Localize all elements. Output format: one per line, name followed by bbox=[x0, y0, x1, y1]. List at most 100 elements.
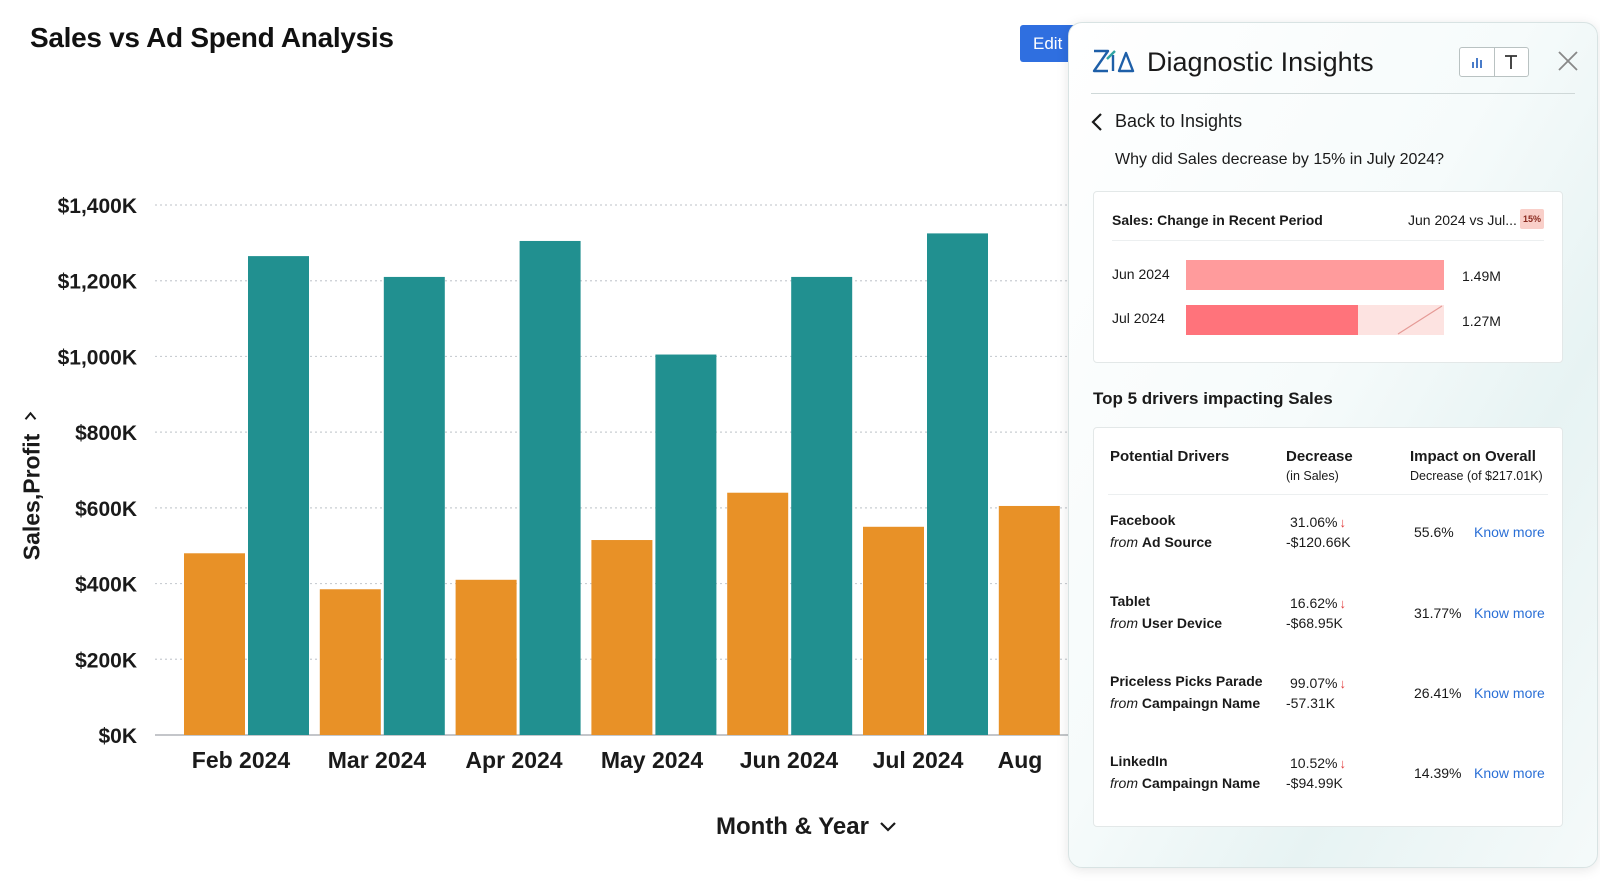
x-axis-title-text: Month & Year bbox=[716, 813, 869, 840]
decrease-percent: 10.52% ↓ bbox=[1290, 755, 1346, 771]
bar-profit-jul-2024[interactable] bbox=[863, 526, 924, 735]
know-more-link[interactable]: Know more bbox=[1474, 605, 1545, 621]
x-tick-label: Feb 2024 bbox=[192, 747, 291, 773]
decrease-percent: 31.06% ↓ bbox=[1290, 514, 1346, 530]
jul-bar bbox=[1186, 305, 1444, 335]
from-word: from bbox=[1110, 695, 1138, 711]
table-row: Tablet from User Device 16.62% ↓ -$68.95K 31.… bbox=[1094, 593, 1562, 653]
from-word: from bbox=[1110, 534, 1138, 550]
impact-percent: 26.41% bbox=[1414, 685, 1462, 701]
decrease-amount: -57.31K bbox=[1286, 695, 1336, 711]
text-view-button[interactable] bbox=[1493, 48, 1529, 76]
driver-source-name: Campaingn Name bbox=[1141, 695, 1261, 711]
decrease-percent-text: 31.06% bbox=[1290, 514, 1338, 530]
jul-bar-value: 1.27M bbox=[1462, 313, 1501, 329]
jun-bar bbox=[1186, 260, 1444, 290]
table-row: Priceless Picks Parade from Campaingn Nam… bbox=[1094, 673, 1562, 733]
bar-chart-icon bbox=[1471, 58, 1482, 68]
table-row: Facebook from Ad Source 31.06% ↓ -$120.66K 55… bbox=[1094, 512, 1562, 572]
jun-bar-label: Jun 2024 bbox=[1112, 266, 1170, 282]
x-tick-label: Apr 2024 bbox=[465, 747, 562, 773]
chevron-left-icon bbox=[1091, 112, 1102, 131]
bar-profit-mar-2024[interactable] bbox=[319, 589, 381, 735]
driver-source-name: Campaingn Name bbox=[1141, 775, 1261, 791]
bar-sales-may-2024[interactable] bbox=[655, 354, 717, 735]
y-tick-label: $800K bbox=[75, 422, 137, 445]
chart-view-button[interactable] bbox=[1460, 48, 1494, 76]
bar-sales-jun-2024[interactable] bbox=[791, 276, 853, 735]
decrease-percent: 99.07% ↓ bbox=[1290, 675, 1346, 691]
panel-title: Diagnostic Insights bbox=[1147, 47, 1374, 77]
driver-name: Tablet bbox=[1110, 593, 1151, 609]
impact-percent: 55.6% bbox=[1414, 524, 1454, 540]
decrease-amount: -$94.99K bbox=[1286, 775, 1343, 791]
know-more-link[interactable]: Know more bbox=[1474, 524, 1545, 540]
decrease-percent: 16.62% ↓ bbox=[1290, 595, 1346, 611]
change-badge: 15% bbox=[1520, 209, 1544, 229]
driver-source-name: User Device bbox=[1141, 615, 1223, 631]
y-tick-label: $1,000K bbox=[58, 346, 137, 369]
col-header-decrease: Decrease (in Sales) bbox=[1286, 448, 1353, 483]
driver-source: from Campaingn Name bbox=[1110, 695, 1260, 711]
arrow-down-icon: ↓ bbox=[1339, 515, 1346, 530]
decrease-percent-text: 16.62% bbox=[1290, 595, 1338, 611]
driver-name: Facebook bbox=[1110, 512, 1176, 528]
col-header-impact: Impact on Overall Decrease (of $217.01K) bbox=[1410, 448, 1543, 483]
back-label: Back to Insights bbox=[1115, 111, 1243, 131]
arrow-down-icon: ↓ bbox=[1339, 596, 1346, 611]
from-word: from bbox=[1110, 775, 1138, 791]
x-tick-label: Jun 2024 bbox=[740, 747, 839, 773]
arrow-down-icon: ↓ bbox=[1339, 676, 1346, 691]
from-word: from bbox=[1110, 615, 1138, 631]
jul-bar-fill bbox=[1186, 305, 1358, 335]
col-header-drivers-text: Potential Drivers bbox=[1110, 448, 1230, 465]
col-header-drivers: Potential Drivers bbox=[1110, 448, 1229, 465]
view-toggle bbox=[1459, 47, 1529, 77]
change-card-period: Jun 2024 vs Jul... bbox=[1408, 212, 1517, 228]
close-icon bbox=[1558, 51, 1578, 71]
bar-profit-may-2024[interactable] bbox=[591, 540, 653, 735]
bar-sales-mar-2024[interactable] bbox=[383, 276, 445, 735]
driver-name: Priceless Picks Parade bbox=[1110, 673, 1263, 689]
bar-profit-aug[interactable] bbox=[998, 505, 1060, 735]
y-tick-label: $1,200K bbox=[58, 271, 137, 294]
x-tick-label: Aug bbox=[998, 747, 1043, 773]
chevron-down-icon bbox=[879, 813, 897, 841]
bar-profit-feb-2024[interactable] bbox=[184, 553, 245, 735]
bar-profit-apr-2024[interactable] bbox=[455, 579, 517, 735]
x-tick-label: Jul 2024 bbox=[873, 747, 964, 773]
driver-source: from Campaingn Name bbox=[1110, 775, 1260, 791]
decrease-amount: -$68.95K bbox=[1286, 615, 1343, 631]
know-more-link[interactable]: Know more bbox=[1474, 765, 1545, 781]
decrease-percent-text: 10.52% bbox=[1290, 755, 1338, 771]
bar-sales-feb-2024[interactable] bbox=[248, 256, 309, 735]
driver-source-name: Ad Source bbox=[1141, 534, 1212, 550]
decrease-percent-text: 99.07% bbox=[1290, 675, 1338, 691]
chevron-right-icon bbox=[22, 410, 43, 424]
divider bbox=[1108, 494, 1548, 495]
sales-change-card: Sales: Change in Recent Period Jun 2024 … bbox=[1093, 191, 1563, 363]
drivers-table: Potential Drivers Decrease (in Sales) Im… bbox=[1093, 427, 1563, 827]
jun-bar-value: 1.49M bbox=[1462, 268, 1501, 284]
y-axis-title-text: Sales,Profit bbox=[18, 433, 45, 561]
change-card-title: Sales: Change in Recent Period bbox=[1112, 212, 1323, 228]
y-axis-title[interactable]: Sales,Profit bbox=[18, 410, 46, 561]
page-title: Sales vs Ad Spend Analysis bbox=[30, 22, 394, 53]
col-header-impact-text: Impact on Overall bbox=[1410, 448, 1536, 465]
jul-bar-label: Jul 2024 bbox=[1112, 310, 1165, 326]
y-tick-label: $200K bbox=[75, 649, 137, 672]
impact-percent: 14.39% bbox=[1414, 765, 1462, 781]
back-to-insights-link[interactable]: Back to Insights bbox=[1091, 111, 1242, 132]
bar-sales-jul-2024[interactable] bbox=[927, 233, 988, 735]
impact-percent: 31.77% bbox=[1414, 605, 1462, 621]
close-button[interactable] bbox=[1553, 46, 1583, 76]
decrease-amount: -$120.66K bbox=[1286, 534, 1351, 550]
bar-profit-jun-2024[interactable] bbox=[727, 492, 789, 735]
bar-sales-apr-2024[interactable] bbox=[519, 240, 581, 735]
arrow-down-icon: ↓ bbox=[1339, 756, 1346, 771]
know-more-link[interactable]: Know more bbox=[1474, 685, 1545, 701]
bar-chart: $0K $200K $400K $600K $800K $1,000K $1,200K $1,… bbox=[58, 195, 1068, 773]
col-header-decrease-text: Decrease bbox=[1286, 448, 1353, 465]
diagnostic-insights-panel: Diagnostic Insights Back to Insights Why… bbox=[1068, 22, 1598, 868]
x-axis-title[interactable]: Month & Year bbox=[716, 813, 897, 841]
